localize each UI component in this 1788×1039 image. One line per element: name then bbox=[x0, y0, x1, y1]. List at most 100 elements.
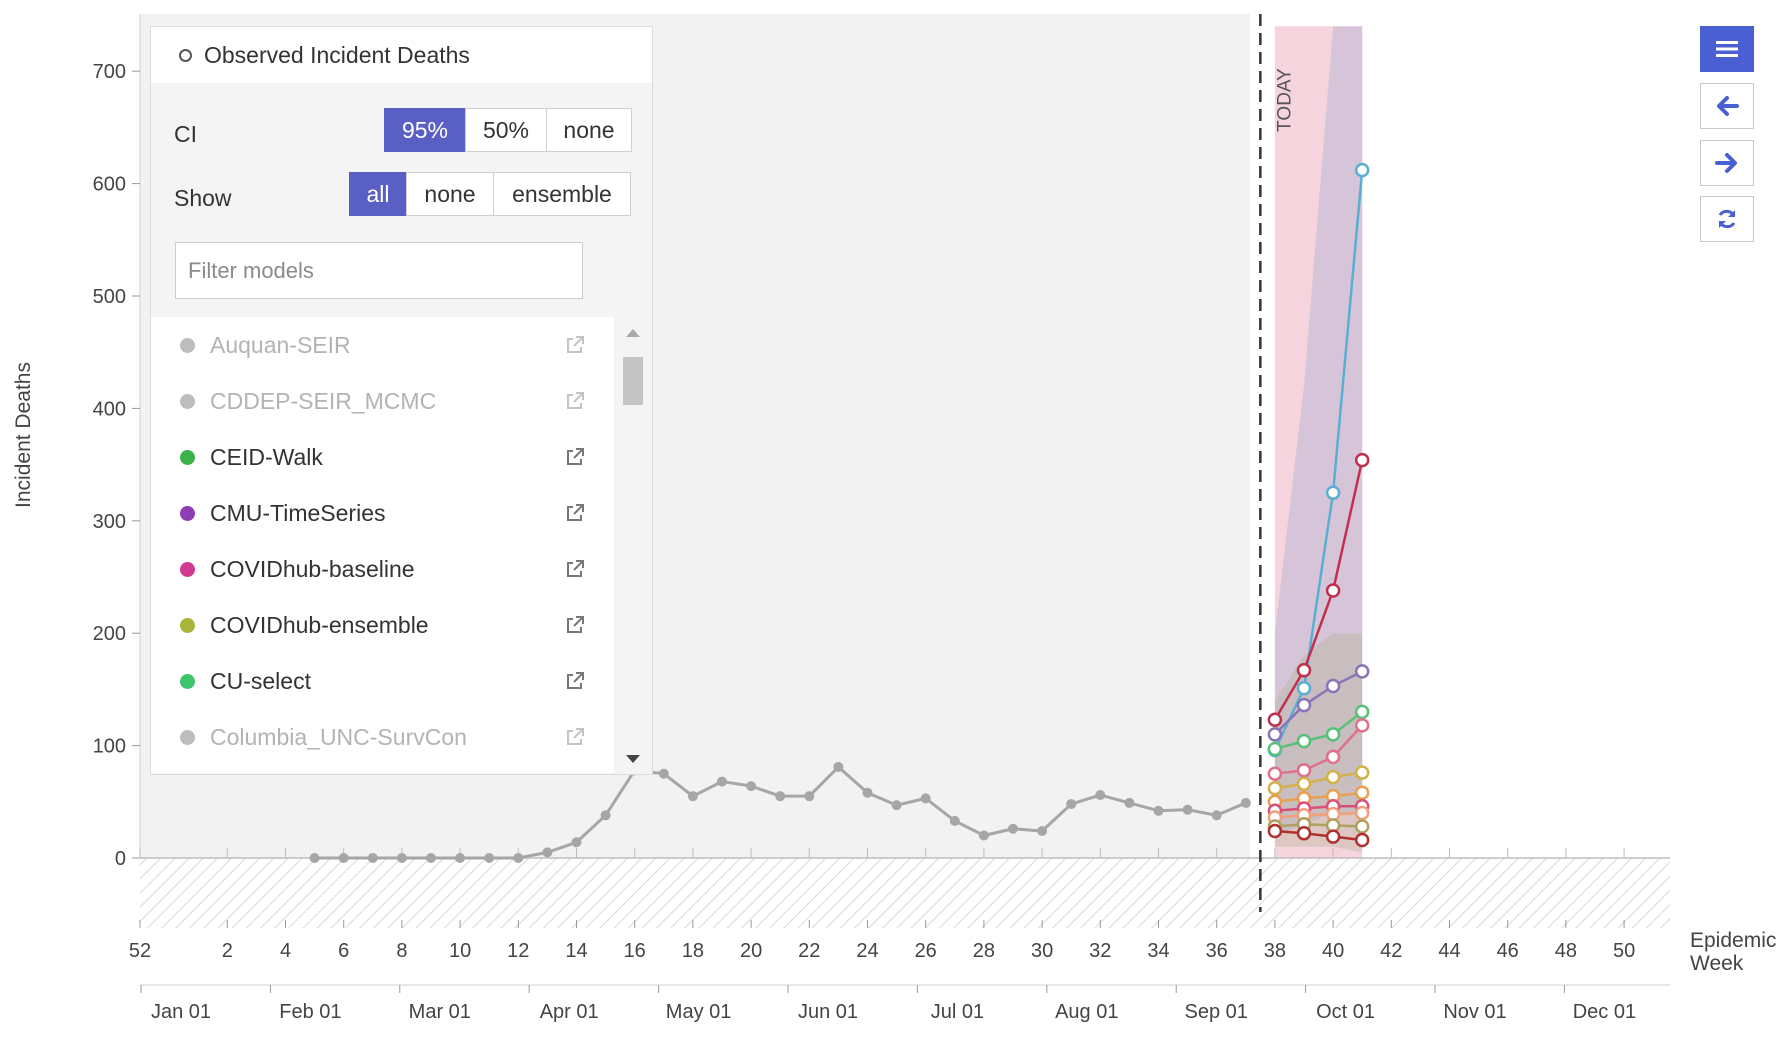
observed-point[interactable] bbox=[920, 793, 931, 804]
external-link-icon[interactable] bbox=[564, 446, 586, 468]
external-link-icon[interactable] bbox=[564, 558, 586, 580]
forecast-point[interactable] bbox=[1267, 741, 1283, 757]
observed-point[interactable] bbox=[1182, 804, 1193, 815]
forecast-point[interactable] bbox=[1325, 583, 1341, 598]
external-link-icon[interactable] bbox=[564, 502, 586, 524]
observed-series bbox=[309, 761, 1251, 863]
forecast-point[interactable] bbox=[1354, 819, 1370, 834]
observed-point[interactable] bbox=[775, 791, 786, 802]
observed-point[interactable] bbox=[717, 776, 727, 787]
model-list-scrollbar[interactable] bbox=[614, 317, 652, 773]
observed-point[interactable] bbox=[978, 830, 989, 841]
scroll-up-icon[interactable] bbox=[626, 329, 640, 337]
external-link-icon[interactable] bbox=[564, 670, 586, 692]
observed-toggle[interactable]: Observed Incident Deaths bbox=[151, 27, 652, 83]
prev-week-button[interactable] bbox=[1700, 83, 1754, 129]
forecast-point[interactable] bbox=[1354, 785, 1370, 801]
model-list-item[interactable]: CDDEP-SEIR_MCMC bbox=[151, 373, 614, 429]
forecast-point[interactable] bbox=[1354, 664, 1370, 679]
ci-option-button[interactable]: 95% bbox=[384, 108, 466, 152]
forecast-point[interactable] bbox=[1267, 823, 1283, 839]
model-list-item[interactable]: CEID-Walk bbox=[151, 429, 614, 485]
observed-point[interactable] bbox=[1240, 797, 1251, 808]
forecast-point[interactable] bbox=[1296, 663, 1312, 678]
forecast-point[interactable] bbox=[1325, 829, 1341, 844]
ci-option-button[interactable]: none bbox=[546, 108, 632, 152]
scroll-thumb[interactable] bbox=[623, 357, 643, 405]
scroll-down-icon[interactable] bbox=[626, 755, 640, 763]
external-link-icon[interactable] bbox=[564, 614, 586, 636]
forecast-point[interactable] bbox=[1325, 485, 1341, 500]
observed-point[interactable] bbox=[746, 781, 757, 792]
forecast-point[interactable] bbox=[1267, 766, 1283, 781]
observed-point[interactable] bbox=[1037, 826, 1048, 837]
observed-point[interactable] bbox=[600, 810, 611, 821]
model-list-item[interactable]: CU-select bbox=[151, 653, 614, 709]
observed-point[interactable] bbox=[1124, 797, 1135, 808]
forecast-point[interactable] bbox=[1296, 776, 1312, 792]
observed-point[interactable] bbox=[396, 853, 407, 863]
observed-point[interactable] bbox=[338, 853, 349, 863]
forecast-point[interactable] bbox=[1267, 781, 1283, 796]
forecast-point[interactable] bbox=[1354, 805, 1370, 821]
next-week-button[interactable] bbox=[1700, 140, 1754, 186]
observed-point[interactable] bbox=[455, 853, 466, 863]
observed-point[interactable] bbox=[367, 853, 378, 863]
forecast-point[interactable] bbox=[1325, 749, 1341, 765]
forecast-point[interactable] bbox=[1354, 718, 1370, 733]
show-option-button[interactable]: all bbox=[349, 172, 407, 216]
forecast-point[interactable] bbox=[1325, 678, 1341, 694]
forecast-point[interactable] bbox=[1354, 162, 1370, 178]
model-list-item[interactable]: COVIDhub-ensemble bbox=[151, 597, 614, 653]
observed-point[interactable] bbox=[1095, 790, 1106, 801]
observed-point[interactable] bbox=[513, 853, 524, 863]
forecast-point[interactable] bbox=[1296, 826, 1312, 841]
observed-point[interactable] bbox=[833, 761, 844, 772]
external-link-icon[interactable] bbox=[564, 390, 586, 412]
model-list-item[interactable]: Auquan-SEIR bbox=[151, 317, 614, 373]
observed-point[interactable] bbox=[309, 853, 320, 863]
observed-point[interactable] bbox=[542, 847, 553, 858]
observed-point[interactable] bbox=[1153, 805, 1164, 816]
external-link-icon[interactable] bbox=[564, 334, 586, 356]
observed-point[interactable] bbox=[658, 768, 669, 779]
observed-point[interactable] bbox=[687, 791, 698, 802]
forecast-point[interactable] bbox=[1296, 697, 1312, 713]
model-list-item[interactable]: Columbia_UNC-SurvCon bbox=[151, 709, 614, 765]
forecast-point[interactable] bbox=[1325, 727, 1341, 742]
forecast-point[interactable] bbox=[1267, 712, 1283, 727]
x-axis-label-line-2[interactable]: Week bbox=[1690, 952, 1744, 975]
forecast-point[interactable] bbox=[1267, 727, 1283, 742]
observed-point[interactable] bbox=[484, 853, 495, 863]
filter-models-input[interactable] bbox=[175, 242, 583, 299]
show-option-button[interactable]: none bbox=[406, 172, 494, 216]
external-link-icon[interactable] bbox=[564, 726, 586, 748]
menu-button[interactable] bbox=[1700, 26, 1754, 72]
forecast-point[interactable] bbox=[1296, 681, 1312, 696]
x-tick-month-label: Mar 01 bbox=[409, 1001, 471, 1023]
observed-point[interactable] bbox=[891, 800, 902, 811]
observed-point[interactable] bbox=[1211, 810, 1222, 821]
observed-point[interactable] bbox=[804, 791, 815, 802]
forecast-point[interactable] bbox=[1354, 452, 1370, 468]
observed-point[interactable] bbox=[571, 837, 582, 848]
observed-point[interactable] bbox=[1066, 799, 1077, 810]
refresh-button[interactable] bbox=[1700, 196, 1754, 242]
observed-point[interactable] bbox=[1008, 823, 1018, 834]
ci-option-button[interactable]: 50% bbox=[465, 108, 547, 152]
observed-point[interactable] bbox=[949, 815, 960, 826]
x-axis-label-line-1[interactable]: Epidemic bbox=[1690, 929, 1776, 952]
forecast-point[interactable] bbox=[1296, 733, 1312, 749]
x-tick-week-label: 8 bbox=[396, 940, 407, 962]
forecast-point[interactable] bbox=[1354, 704, 1370, 720]
model-list-item[interactable]: COVIDhub-baseline bbox=[151, 541, 614, 597]
forecast-point[interactable] bbox=[1354, 832, 1370, 848]
forecast-point[interactable] bbox=[1296, 763, 1312, 778]
observed-point[interactable] bbox=[862, 787, 873, 798]
model-name: CMU-TimeSeries bbox=[210, 499, 386, 526]
observed-point[interactable] bbox=[426, 853, 436, 863]
show-option-button[interactable]: ensemble bbox=[493, 172, 631, 216]
forecast-point[interactable] bbox=[1325, 769, 1341, 785]
model-list-item[interactable]: CMU-TimeSeries bbox=[151, 485, 614, 541]
forecast-point[interactable] bbox=[1354, 765, 1370, 780]
